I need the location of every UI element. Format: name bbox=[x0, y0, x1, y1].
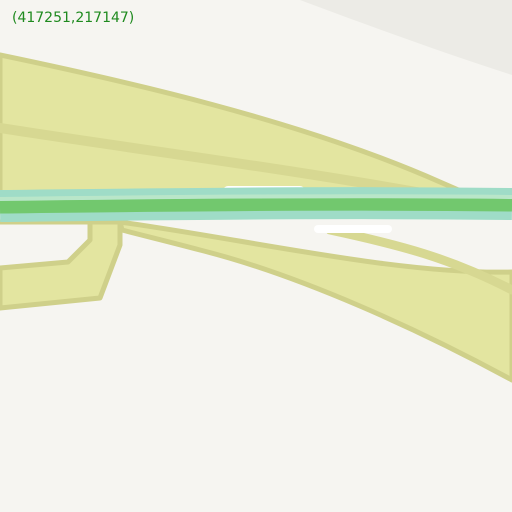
route-highlight bbox=[0, 194, 512, 201]
park-ridge-lower bbox=[325, 225, 512, 295]
map-corner-shade bbox=[300, 0, 512, 75]
park-area-lower bbox=[117, 219, 512, 383]
route-line bbox=[0, 197, 512, 214]
park-area-left bbox=[0, 219, 123, 311]
tile-coordinate-label: (417251,217147) bbox=[12, 10, 135, 26]
